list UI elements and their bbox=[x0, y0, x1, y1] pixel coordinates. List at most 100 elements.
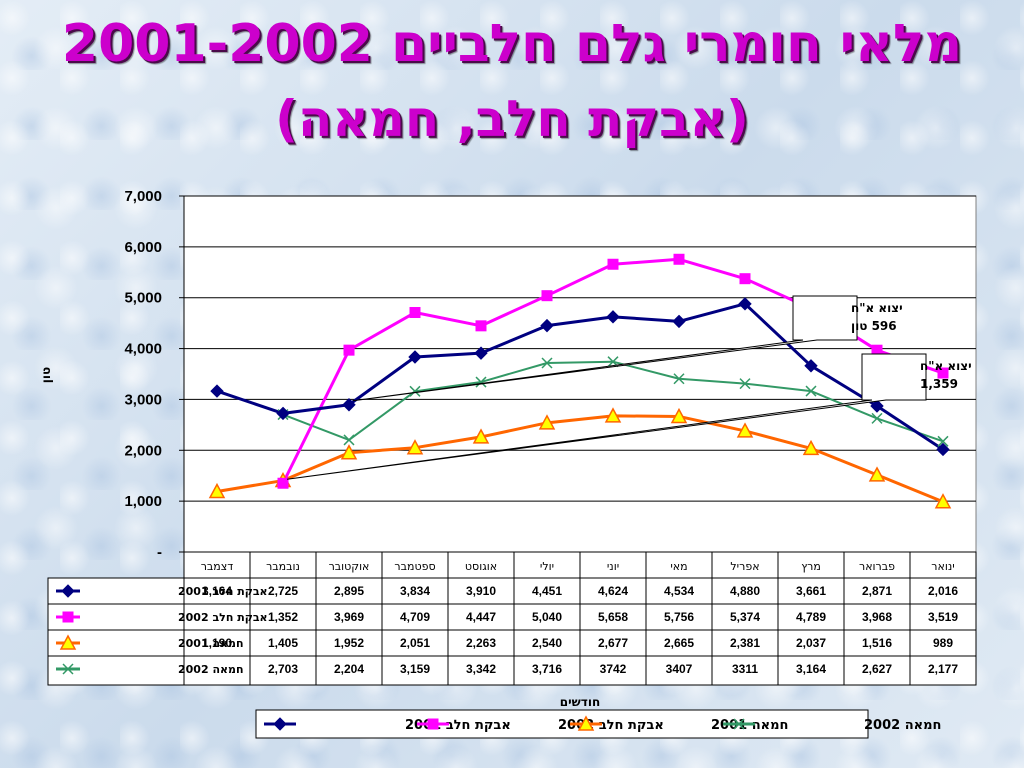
x-tick-label: נובמבר bbox=[266, 560, 300, 573]
data-point bbox=[937, 435, 949, 447]
data-point bbox=[340, 444, 358, 460]
data-point bbox=[406, 439, 424, 455]
x-tick-label: יולי bbox=[540, 560, 554, 573]
data-label: 2,627 bbox=[862, 662, 892, 676]
data-label: 2,263 bbox=[466, 636, 496, 650]
series-line bbox=[216, 302, 944, 451]
data-point bbox=[210, 384, 224, 398]
y-tick-label: 7,000 bbox=[124, 188, 162, 205]
page-subtitle: (אבקת חלב, חמאה) bbox=[275, 90, 749, 148]
table-row-label: אבקת חלב 2002 bbox=[178, 611, 268, 624]
data-point bbox=[937, 367, 949, 379]
y-axis-label: טון bbox=[39, 367, 53, 383]
table-row-label: חמאה 2002 bbox=[178, 663, 244, 676]
series-line bbox=[216, 414, 944, 504]
data-label: 2,177 bbox=[928, 662, 958, 676]
legend-entry: חמאה 2002 bbox=[864, 718, 941, 733]
annotation-line-2: 1,359 bbox=[920, 377, 958, 391]
data-point bbox=[408, 350, 422, 364]
page-title: מלאי חומרי גלם חלביים 2001-2002 bbox=[61, 14, 963, 74]
data-point bbox=[606, 310, 620, 324]
x-tick-label: אוגוסט bbox=[465, 560, 497, 573]
x-tick-label: דצמבר bbox=[201, 560, 234, 573]
y-tick-label: 1,000 bbox=[124, 493, 162, 510]
table-legend-marker bbox=[62, 663, 74, 675]
table-legend-marker bbox=[61, 584, 75, 598]
data-label: 5,658 bbox=[598, 610, 628, 624]
data-label: 2,895 bbox=[334, 584, 364, 598]
data-label: 3,661 bbox=[796, 584, 826, 598]
x-tick-label: יוני bbox=[607, 560, 619, 573]
data-point bbox=[805, 385, 817, 397]
data-point bbox=[277, 477, 289, 489]
legend-marker bbox=[733, 718, 745, 730]
data-point bbox=[343, 434, 355, 446]
data-label: 3,716 bbox=[532, 662, 562, 676]
data-point bbox=[871, 412, 883, 424]
data-label: 4,447 bbox=[466, 610, 496, 624]
x-tick-label: אפריל bbox=[730, 560, 759, 573]
annotation-line-1: יצוא א"ח bbox=[920, 359, 972, 373]
data-label: 3,164 bbox=[202, 584, 232, 598]
data-label: 5,374 bbox=[730, 610, 760, 624]
data-point bbox=[538, 414, 556, 430]
data-point bbox=[541, 290, 553, 302]
table-row-label: חמאה 2001 bbox=[178, 637, 244, 650]
data-label: 1,190 bbox=[202, 636, 232, 650]
data-label: 3,910 bbox=[466, 584, 496, 598]
data-label: 1,405 bbox=[268, 636, 298, 650]
data-label: 3407 bbox=[666, 662, 693, 676]
data-point bbox=[343, 344, 355, 356]
data-label: 2,051 bbox=[400, 636, 430, 650]
data-label: 1,952 bbox=[334, 636, 364, 650]
table-legend-marker bbox=[62, 611, 74, 623]
data-label: 1,516 bbox=[862, 636, 892, 650]
data-label: 2,725 bbox=[268, 584, 298, 598]
data-label: 3,164 bbox=[796, 662, 826, 676]
data-point bbox=[208, 482, 226, 499]
data-label: 2,871 bbox=[862, 584, 892, 598]
data-point bbox=[870, 399, 884, 413]
data-label: 3,519 bbox=[928, 610, 958, 624]
y-tick-label: 4,000 bbox=[124, 341, 162, 358]
data-point bbox=[409, 307, 421, 319]
data-label: 3,968 bbox=[862, 610, 892, 624]
y-tick-label: - bbox=[157, 544, 162, 561]
data-point bbox=[604, 407, 622, 423]
x-tick-label: פברואר bbox=[859, 560, 895, 573]
x-tick-label: ינואר bbox=[931, 560, 954, 573]
data-label: 2,677 bbox=[598, 636, 628, 650]
data-point bbox=[672, 314, 686, 329]
data-point bbox=[276, 406, 290, 421]
data-label: 2,204 bbox=[334, 662, 364, 676]
x-axis-label: חודשים bbox=[560, 695, 600, 709]
legend-marker bbox=[577, 715, 595, 731]
y-tick-label: 6,000 bbox=[124, 239, 162, 256]
plot-area bbox=[183, 195, 977, 553]
data-point bbox=[739, 273, 751, 285]
data-label: 5,040 bbox=[532, 610, 562, 624]
data-label: 4,880 bbox=[730, 584, 760, 598]
data-point bbox=[472, 428, 490, 444]
data-point bbox=[475, 376, 487, 388]
data-point bbox=[475, 320, 487, 332]
table-legend-marker bbox=[59, 634, 77, 650]
x-tick-label: מרץ bbox=[801, 560, 821, 573]
data-point bbox=[342, 398, 356, 412]
data-point bbox=[673, 253, 685, 265]
data-label: 3,342 bbox=[466, 662, 496, 676]
data-label: 2,665 bbox=[664, 636, 694, 650]
data-label: 2,016 bbox=[928, 584, 958, 598]
data-point bbox=[409, 385, 421, 397]
data-label: 3,969 bbox=[334, 610, 364, 624]
data-point bbox=[868, 466, 886, 482]
data-point bbox=[607, 258, 619, 270]
legend-marker bbox=[427, 718, 439, 730]
data-point bbox=[541, 357, 553, 369]
data-point bbox=[739, 378, 751, 390]
data-point bbox=[934, 493, 952, 509]
x-tick-label: ספטמבר bbox=[394, 560, 435, 573]
data-label: 4,624 bbox=[598, 584, 628, 598]
y-tick-label: 2,000 bbox=[124, 442, 162, 459]
